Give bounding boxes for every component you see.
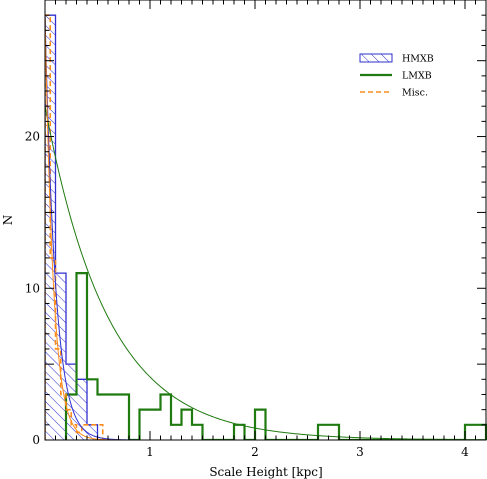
histogram-bar [171,425,182,440]
histogram-bar [192,425,203,440]
histogram-bar [255,410,266,440]
legend-item-misc: Misc. [360,88,428,99]
histogram-outline [45,14,108,440]
legend-label: HMXB [402,54,434,65]
y-axis-label: N [1,215,15,226]
fit-curve-lmxb [45,106,487,440]
histogram-outline [64,272,487,440]
histogram-bar [108,394,129,440]
legend-label: Misc. [402,88,428,99]
histogram-bar [234,425,245,440]
axis-ticks [44,0,487,441]
tick-labels: 1 2 3 4 0 10 20 [25,130,469,459]
x-tick-label: 2 [251,445,259,459]
legend-swatch [359,53,393,63]
y-tick-label: 0 [32,433,40,447]
legend-item-lmxb: LMXB [360,71,432,82]
legend-item-hmxb: HMXB [359,53,434,65]
x-tick-label: 1 [146,445,154,459]
y-tick-label: 10 [25,281,40,295]
histogram-bar [182,410,193,440]
series-lmxb-histogram [64,272,487,440]
histogram-bar [161,394,172,440]
legend-label: LMXB [402,71,432,82]
hatch-fill [45,15,108,440]
x-tick-label: 3 [356,445,364,459]
y-tick-label: 20 [25,130,40,144]
legend: HMXB LMXB Misc. [359,53,434,99]
series-misc-histogram [45,14,108,440]
x-tick-label: 4 [461,445,469,459]
x-axis-label: Scale Height [kpc] [209,465,322,479]
plot-frame [44,0,487,441]
